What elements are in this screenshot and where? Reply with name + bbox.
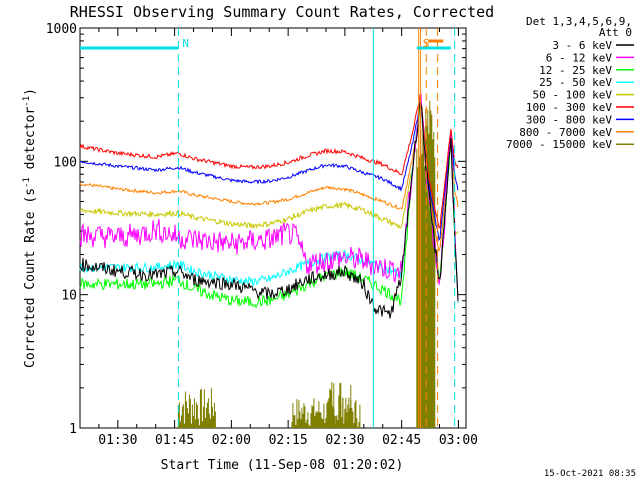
- series-line: [79, 99, 459, 304]
- series-line: [79, 102, 459, 242]
- y-tick-label: 100: [54, 155, 77, 170]
- axes-frame: [79, 27, 467, 429]
- flag-label: N: [182, 37, 189, 50]
- legend-entry-label: 6 - 12 keV: [546, 51, 613, 64]
- legend-entry-label: 800 - 7000 keV: [519, 126, 612, 139]
- x-tick-label: 01:30: [98, 433, 137, 448]
- y-tick-label: 1: [69, 422, 77, 437]
- series-line: [79, 94, 459, 229]
- legend-entry-label: 3 - 6 keV: [552, 39, 612, 52]
- x-tick-label: 02:45: [382, 433, 421, 448]
- x-axis-label: Start Time (11-Sep-08 01:20:02): [161, 458, 404, 473]
- legend-entry-label: 25 - 50 keV: [539, 76, 612, 89]
- legend-entry-label: 12 - 25 keV: [539, 64, 612, 77]
- low-energy-burst: [329, 381, 353, 428]
- series-line: [79, 104, 459, 283]
- flag-label: S: [423, 37, 430, 50]
- legend-header-line-1: Det 1,3,4,5,6,9,: [526, 15, 632, 28]
- plot-area: 1 10 100 1000 01:30 01:45 02:00 02:15 02:30 02:45…: [46, 22, 478, 448]
- low-energy-burst: [177, 388, 216, 428]
- y-tick-label: 10: [61, 289, 77, 304]
- legend-entry-label: 100 - 300 keV: [526, 101, 612, 114]
- footer-timestamp: 15-Oct-2021 08:35: [544, 469, 636, 479]
- series-line: [79, 107, 459, 253]
- legend-entry-label: 50 - 100 keV: [533, 89, 613, 102]
- x-tick-label: 01:45: [155, 433, 194, 448]
- y-tick-label: 1000: [46, 22, 77, 37]
- x-tick-label: 02:15: [269, 433, 308, 448]
- x-tick-label: 02:00: [212, 433, 251, 448]
- x-tick-label: 03:00: [439, 433, 478, 448]
- y-axis-label: Corrected Count Rate (s-1 detector-1): [22, 88, 38, 368]
- series-line: [79, 92, 459, 302]
- chart-title: RHESSI Observing Summary Count Rates, Co…: [70, 3, 494, 21]
- legend-entry-label: 300 - 800 keV: [526, 113, 612, 126]
- legend-entry-label: 7000 - 15000 keV: [506, 138, 612, 151]
- series-line: [79, 100, 459, 309]
- legend-header-line-2: Att 0: [599, 26, 632, 39]
- series-line: [79, 101, 459, 319]
- x-tick-label: 02:30: [325, 433, 364, 448]
